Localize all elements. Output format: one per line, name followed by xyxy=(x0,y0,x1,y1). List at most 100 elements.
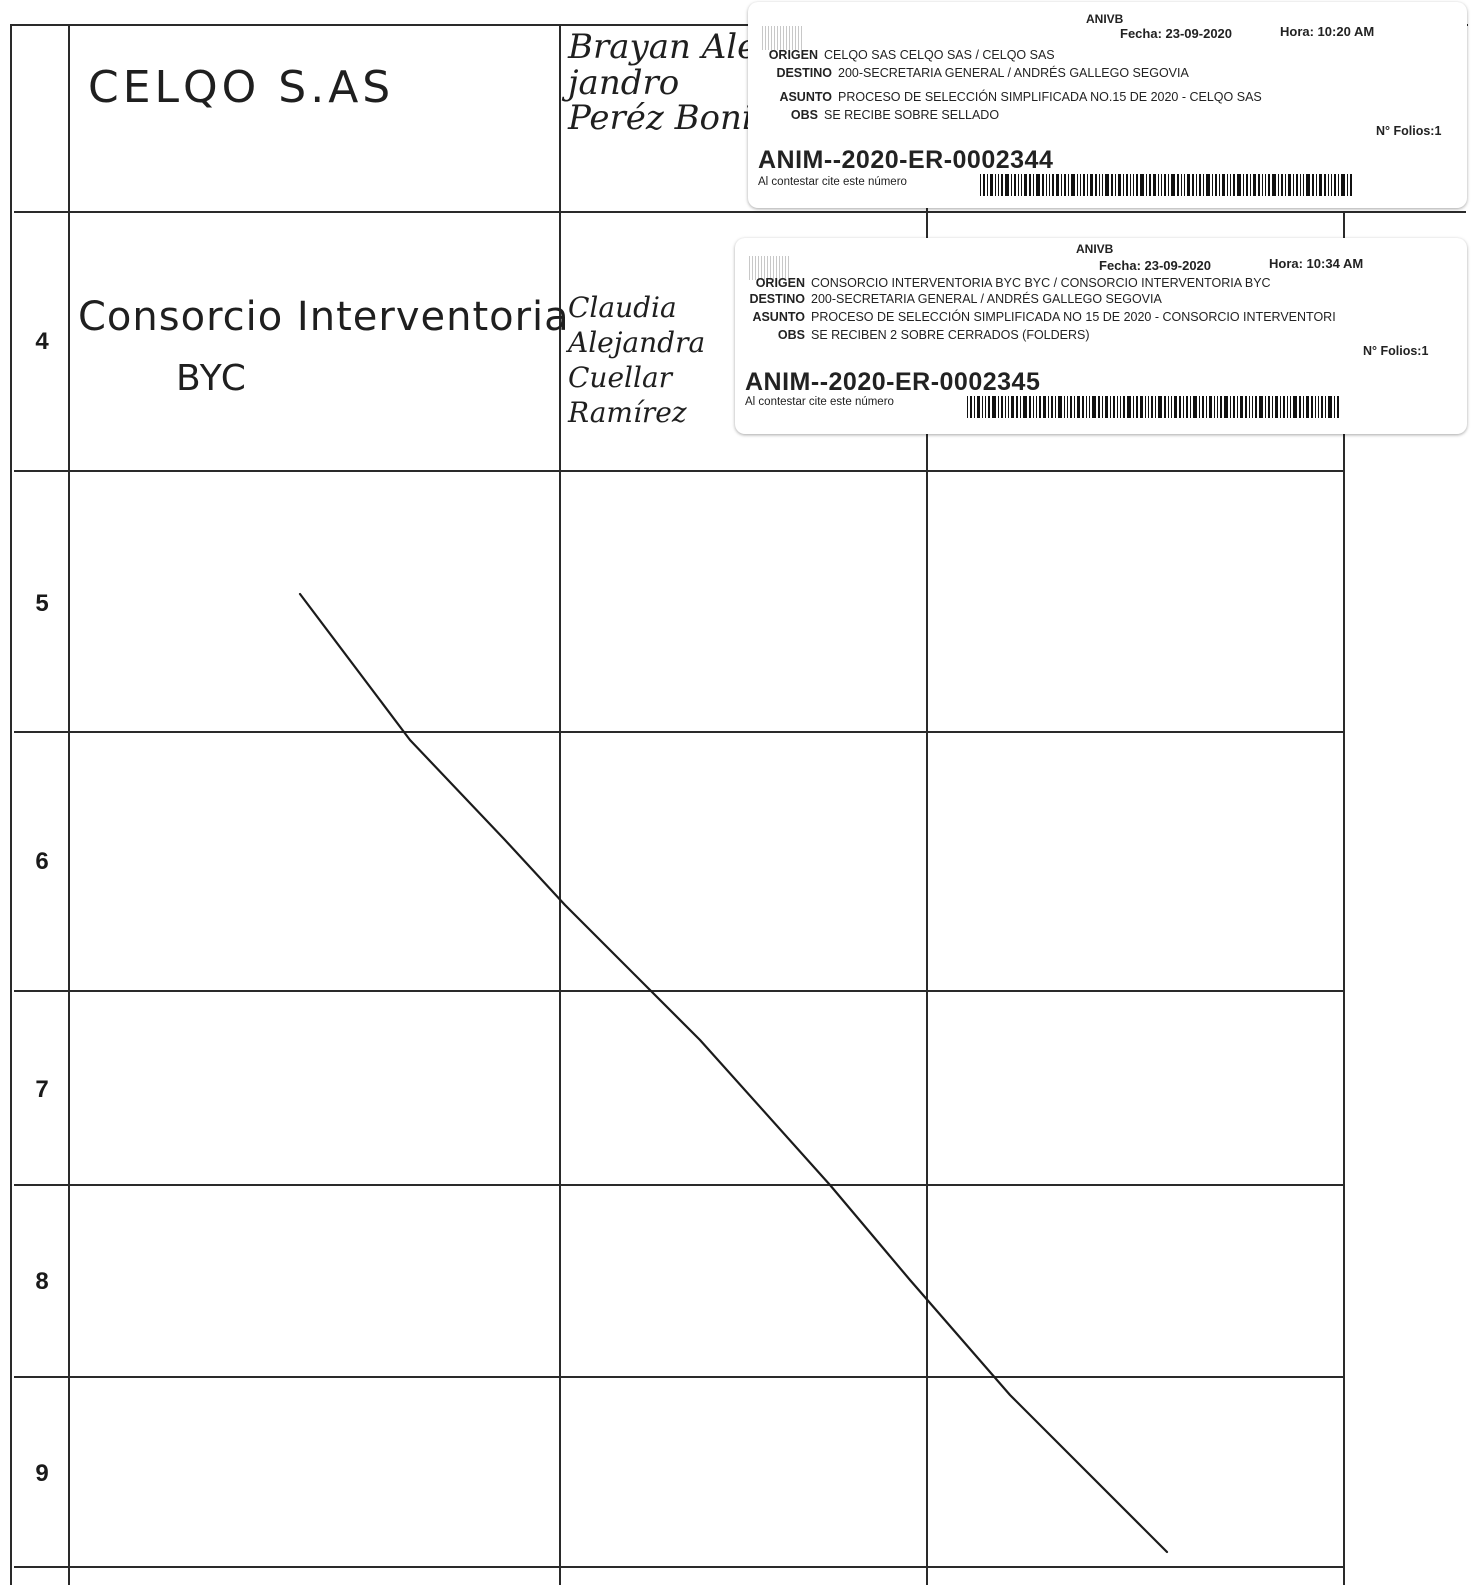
barcode-bar xyxy=(1120,396,1121,418)
barcode-bar xyxy=(1316,174,1317,196)
barcode-bar xyxy=(1303,396,1304,418)
stamp-folios: N° Folios:1 xyxy=(1376,124,1442,138)
barcode-bar xyxy=(967,396,968,418)
reception-stamp: ANIVB Fecha: 23-09-2020 Hora: 10:20 AM O… xyxy=(748,2,1467,208)
barcode-bar xyxy=(1055,396,1056,418)
barcode-bar xyxy=(1130,174,1131,196)
stamp-asunto: ASUNTO PROCESO DE SELECCIÓN SIMPLIFICADA … xyxy=(752,310,1336,324)
stamp-date: Fecha: 23-09-2020 xyxy=(1099,258,1212,273)
barcode-bar xyxy=(1001,174,1003,196)
company-name-handwritten: CELQO S.AS xyxy=(88,62,395,113)
barcode-bar xyxy=(1133,174,1134,196)
table-rule xyxy=(1343,211,1345,1585)
row-number: 9 xyxy=(35,1460,49,1487)
barcode-bar xyxy=(1206,174,1210,196)
barcode-icon xyxy=(967,396,1351,418)
barcode-bar xyxy=(1296,174,1298,196)
barcode-bar xyxy=(983,174,985,196)
stamp-origen: ORIGEN CONSORCIO INTERVENTORIA BYC BYC / … xyxy=(755,276,1271,290)
barcode-bar xyxy=(1215,174,1217,196)
barcode-bar xyxy=(1020,396,1021,418)
barcode-bar xyxy=(1005,396,1006,418)
barcode-bar xyxy=(980,174,981,196)
barcode-bar xyxy=(1011,396,1014,418)
barcode-bar xyxy=(1171,174,1175,196)
barcode-bar xyxy=(1118,174,1121,196)
barcode-bar xyxy=(1206,396,1207,418)
barcode-bar xyxy=(1082,396,1084,418)
barcode-bar xyxy=(1262,174,1263,196)
stamp-origen: ORIGEN CELQO SAS CELQO SAS / CELQO SAS xyxy=(768,48,1055,62)
barcode-bar xyxy=(970,396,972,418)
barcode-bar xyxy=(1265,174,1266,196)
stamp-org: ANIVB xyxy=(1086,12,1124,26)
stamp-asunto: ASUNTO PROCESO DE SELECCIÓN SIMPLIFICADA … xyxy=(779,90,1262,104)
table-rule xyxy=(10,24,1468,26)
barcode-bar xyxy=(1312,174,1314,196)
table-rule xyxy=(14,1184,1345,1186)
row-number: 5 xyxy=(35,590,49,617)
barcode-bar xyxy=(1268,174,1270,196)
barcode-bar xyxy=(1179,396,1181,418)
barcode-bar xyxy=(1149,174,1151,196)
barcode-bar xyxy=(1080,174,1081,196)
stamp-obs: OBS SE RECIBE SOBRE SELLADO xyxy=(790,108,1000,122)
barcode-bar xyxy=(1086,396,1087,418)
barcode-bar xyxy=(1061,174,1062,196)
barcode-bar xyxy=(1255,396,1257,418)
barcode-bar xyxy=(982,396,983,418)
barcode-bar xyxy=(1275,396,1278,418)
company-name-handwritten: Consorcio Interventoria xyxy=(78,294,570,340)
barcode-bar xyxy=(1005,174,1009,196)
barcode-bar xyxy=(1190,396,1191,418)
barcode-bar xyxy=(1306,174,1310,196)
barcode-bar xyxy=(1306,396,1309,418)
barcode-bar xyxy=(1090,174,1093,196)
barcode-bar xyxy=(1083,174,1085,196)
stamp-destino: DESTINO 200-SECRETARIA GENERAL / ANDRÉS G… xyxy=(749,292,1162,306)
barcode-bar xyxy=(1092,396,1096,418)
table-rule xyxy=(14,731,1345,733)
barcode-bar xyxy=(1140,396,1143,418)
barcode-bar xyxy=(1341,174,1345,196)
barcode-bar xyxy=(1233,396,1235,418)
barcode-bar xyxy=(1252,396,1253,418)
barcode-bar xyxy=(1258,174,1260,196)
barcode-bar xyxy=(1334,174,1336,196)
barcode-bar xyxy=(987,174,988,196)
barcode-bar xyxy=(1001,396,1003,418)
reception-stamp: ANIVB Fecha: 23-09-2020 Hora: 10:34 AM O… xyxy=(735,238,1467,434)
barcode-bar xyxy=(1042,174,1044,196)
barcode-bar xyxy=(1029,396,1031,418)
barcode-bar xyxy=(1272,174,1276,196)
stamp-radicado-number: ANIM--2020-ER-0002345 xyxy=(745,368,1041,396)
barcode-bar xyxy=(1033,396,1034,418)
stamp-cite-note: Al contestar cite este número xyxy=(758,176,907,188)
barcode-bar xyxy=(1111,174,1113,196)
barcode-bar xyxy=(1126,174,1128,196)
barcode-bar xyxy=(1300,174,1301,196)
barcode-bar xyxy=(1186,396,1188,418)
barcode-bar xyxy=(1077,396,1080,418)
barcode-bar xyxy=(1014,174,1016,196)
company-name-handwritten: BYC xyxy=(176,358,247,399)
barcode-bar xyxy=(1046,174,1047,196)
table-rule xyxy=(14,1376,1345,1378)
barcode-bar xyxy=(1158,174,1159,196)
barcode-bar xyxy=(1259,396,1263,418)
barcode-bar xyxy=(1113,396,1115,418)
barcode-bar xyxy=(1285,174,1286,196)
barcode-bar xyxy=(1217,396,1218,418)
barcode-bar xyxy=(1064,174,1066,196)
barcode-bar xyxy=(1095,174,1097,196)
barcode-bar xyxy=(1087,174,1088,196)
barcode-bar xyxy=(1077,174,1078,196)
barcode-bar xyxy=(1168,174,1169,196)
barcode-bar xyxy=(1110,396,1111,418)
barcode-bar xyxy=(1293,174,1294,196)
barcode-bar xyxy=(1283,396,1285,418)
barcode-bar xyxy=(977,396,980,418)
barcode-bar xyxy=(1183,396,1184,418)
barcode-bar xyxy=(1140,174,1144,196)
barcode-bar xyxy=(1164,396,1166,418)
